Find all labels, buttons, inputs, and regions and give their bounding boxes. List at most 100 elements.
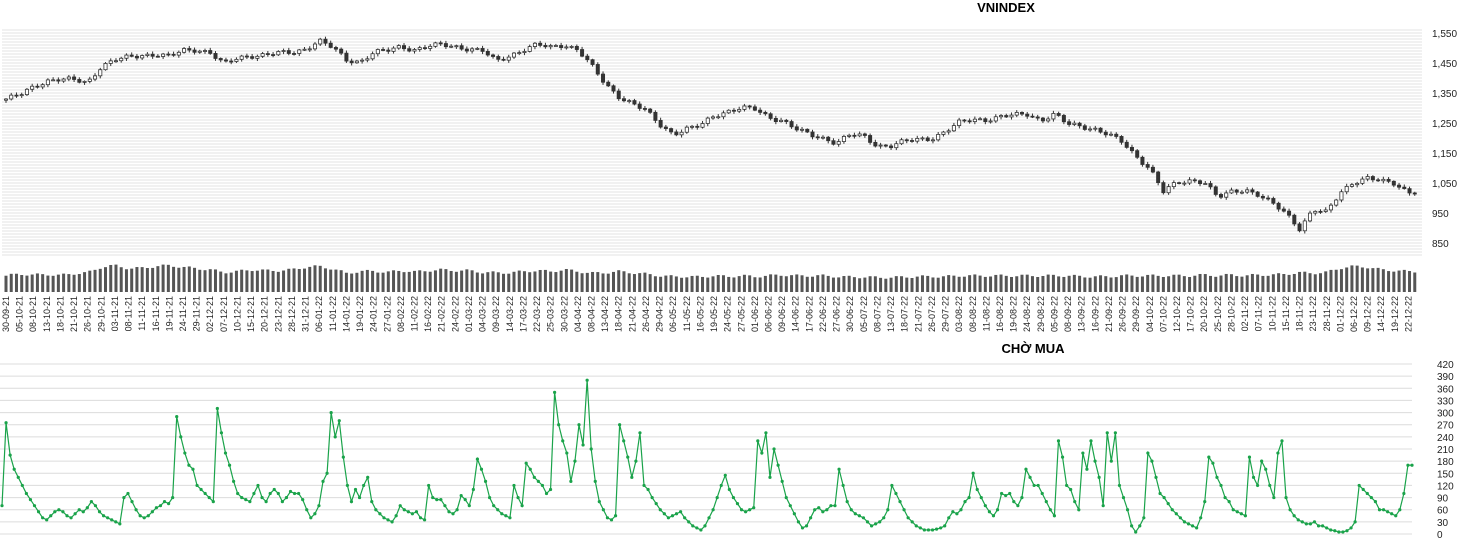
cho-mua-point	[1117, 483, 1122, 488]
candle-body	[820, 136, 825, 139]
volume-bar	[130, 268, 134, 292]
cho-mua-point	[1203, 500, 1207, 504]
cho-mua-point	[264, 500, 268, 504]
candle-body	[1281, 208, 1286, 212]
cho-mua-point	[329, 410, 333, 415]
volume-bar	[1250, 273, 1254, 292]
candle-body	[1407, 188, 1412, 194]
volume-bar	[575, 271, 579, 292]
volume-bar	[622, 271, 626, 292]
cho-mua-point	[1036, 483, 1040, 488]
date-tick: 16-02-22	[423, 296, 433, 332]
volume-bar	[83, 272, 87, 292]
candle-body	[129, 54, 134, 57]
candle-body	[1093, 127, 1098, 130]
volume-bar	[1277, 273, 1281, 292]
vnindex-y-tick: 1,250	[1432, 119, 1457, 130]
volume-bar	[1046, 274, 1050, 292]
volume-bar	[454, 271, 458, 292]
candle-body	[1302, 220, 1307, 232]
candle-body	[517, 52, 522, 54]
cho-mua-point	[1272, 495, 1276, 500]
cho-mua-point	[53, 510, 57, 514]
candle-body	[768, 113, 773, 119]
candle-body	[590, 59, 595, 65]
volume-bar	[1408, 271, 1412, 292]
date-tick: 08-08-22	[968, 296, 978, 332]
candle-body	[826, 136, 831, 142]
volume-bar	[533, 271, 537, 292]
cho-mua-point	[646, 487, 650, 492]
candle-body	[113, 60, 118, 63]
candle-body	[1140, 156, 1145, 165]
cho-mua-point	[1333, 529, 1337, 533]
volume-bar	[999, 274, 1003, 292]
cho-mua-point	[439, 497, 443, 502]
cho-mua-point	[207, 495, 211, 500]
cho-mua-point	[138, 514, 142, 518]
cho-mua-point	[1386, 510, 1390, 514]
cho-mua-point	[735, 502, 740, 506]
date-tick: 14-12-22	[1376, 296, 1386, 332]
cho-mua-point	[447, 510, 451, 514]
cho-mua-point	[869, 524, 874, 528]
cho-mua-point	[414, 510, 419, 514]
candle-body	[1135, 150, 1140, 158]
date-tick: 14-01-22	[341, 296, 351, 332]
candle-body	[705, 117, 710, 124]
candle-body	[197, 50, 202, 53]
volume-bar	[240, 269, 244, 292]
cho-mua-point	[930, 528, 935, 532]
cho-mua-point	[1195, 526, 1199, 530]
cho-mua-point	[752, 506, 756, 510]
volume-bar	[213, 269, 217, 292]
candle-body	[318, 38, 323, 45]
volume-bar	[821, 274, 825, 292]
cho-mua-point	[496, 508, 500, 512]
date-tick: 16-11-21	[151, 296, 161, 331]
candle-body	[4, 98, 9, 101]
volume-bar	[816, 275, 820, 292]
candle-body	[642, 108, 647, 110]
cho-mua-point	[1357, 483, 1361, 488]
candle-body	[454, 45, 459, 48]
cho-mua-point	[28, 497, 33, 502]
cho-mua-point	[284, 495, 289, 500]
volume-bar	[166, 264, 170, 292]
candle-body	[800, 128, 805, 131]
date-tick: 18-07-22	[900, 296, 910, 332]
cho-mua-point	[333, 435, 337, 439]
cho-mua-y-tick: 330	[1437, 396, 1454, 407]
cho-mua-point	[1056, 439, 1061, 443]
candle-body	[40, 84, 45, 88]
candle-body	[98, 69, 103, 77]
cho-mua-y-tick: 90	[1437, 494, 1449, 505]
candle-body	[878, 144, 883, 147]
candle-body	[1119, 136, 1124, 143]
volume-bar	[543, 269, 547, 292]
candle-body	[805, 128, 810, 133]
cho-mua-point	[723, 473, 727, 477]
cho-mua-point	[715, 495, 719, 500]
cho-mua-point	[402, 508, 406, 512]
cho-mua-y-tick: 210	[1437, 445, 1454, 456]
cho-mua-point	[1304, 522, 1308, 526]
cho-mua-point	[69, 516, 73, 520]
cho-mua-point	[166, 502, 171, 506]
cho-mua-point	[240, 495, 244, 500]
volume-bar	[1182, 276, 1186, 292]
candle-body	[176, 51, 181, 56]
cho-mua-point	[158, 504, 163, 508]
candle-body	[711, 116, 716, 119]
candle-body	[124, 54, 129, 59]
cho-mua-point	[918, 526, 922, 530]
candle-body	[700, 123, 705, 128]
cho-mua-point	[585, 378, 589, 382]
candle-body	[339, 48, 344, 54]
cho-mua-point	[813, 508, 817, 512]
vnindex-y-tick: 1,050	[1432, 179, 1457, 190]
volume-bar	[1088, 277, 1092, 292]
candle-body	[229, 60, 234, 63]
candle-body	[543, 45, 548, 48]
candle-body	[234, 58, 239, 62]
